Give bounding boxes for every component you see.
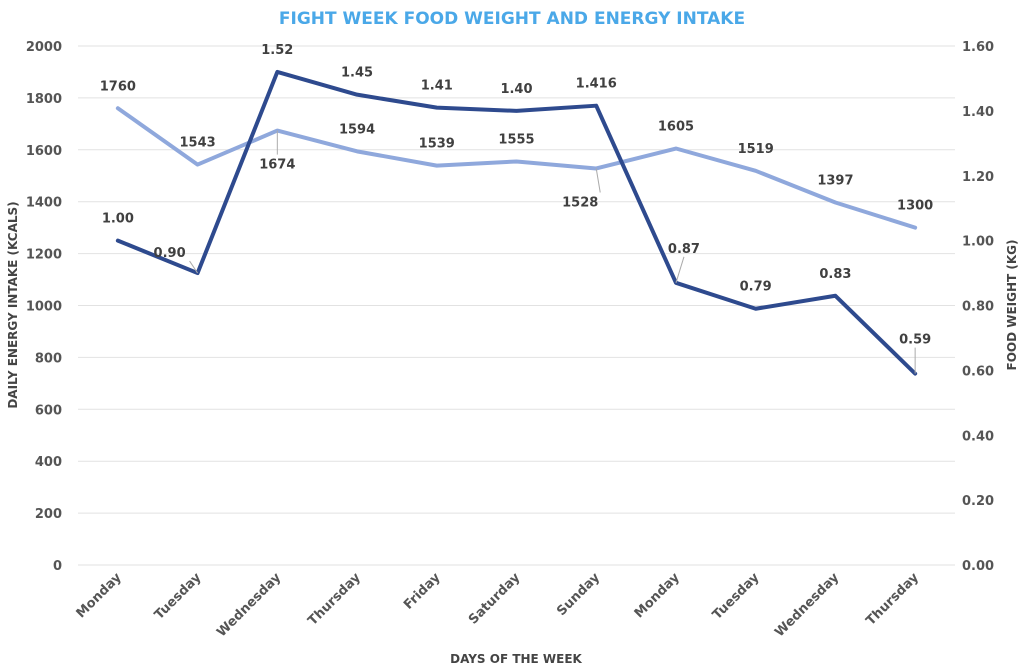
data-label: 1.45 bbox=[341, 66, 373, 81]
x-axis-ticks: Monday Tuesday Wednesday Thursday Friday Satu… bbox=[74, 570, 923, 640]
x-tick-label: Saturday bbox=[466, 570, 524, 628]
data-label: 0.79 bbox=[740, 280, 772, 295]
y2-tick-label: 0.20 bbox=[962, 494, 994, 509]
y2-tick-label: 1.60 bbox=[962, 40, 994, 55]
data-label: 1555 bbox=[498, 132, 534, 147]
y-tick-label: 400 bbox=[35, 455, 62, 470]
y-tick-label: 1600 bbox=[26, 144, 62, 159]
y-axis-ticks: 0 200 400 600 800 1000 1200 1400 1600 1800 2000 bbox=[26, 40, 62, 574]
label-leader-line bbox=[675, 256, 685, 283]
x-tick-label: Thursday bbox=[863, 570, 922, 629]
data-label: 1519 bbox=[738, 142, 774, 157]
x-tick-label: Thursday bbox=[305, 570, 364, 629]
y2-axis-ticks: 0.00 0.20 0.40 0.60 0.80 1.00 1.20 1.40 1.60 bbox=[962, 40, 994, 574]
y2-tick-label: 1.20 bbox=[962, 170, 994, 185]
x-tick-label: Tuesday bbox=[710, 570, 763, 623]
data-labels: 1760 1543 1674 1594 1539 1555 1528 1605 1519 1397… bbox=[100, 43, 933, 374]
data-label: 1.40 bbox=[500, 82, 532, 97]
data-label: 0.90 bbox=[154, 246, 186, 261]
data-label: 1397 bbox=[817, 173, 853, 188]
y-tick-label: 800 bbox=[35, 351, 62, 366]
y-tick-label: 1400 bbox=[26, 196, 62, 211]
data-label: 0.59 bbox=[899, 333, 931, 348]
x-axis-label: DAYS OF THE WEEK bbox=[450, 652, 582, 666]
data-label: 1.41 bbox=[421, 79, 453, 94]
y-tick-label: 0 bbox=[53, 559, 62, 574]
series-lines bbox=[115, 69, 918, 376]
y-tick-label: 200 bbox=[35, 507, 62, 522]
data-label: 0.83 bbox=[819, 267, 851, 282]
y-axis-label: DAILY ENERGY INTAKE (KCALS) bbox=[6, 201, 20, 408]
x-tick-label: Wednesday bbox=[214, 570, 284, 640]
y-tick-label: 1000 bbox=[26, 300, 62, 315]
chart-title: FIGHT WEEK FOOD WEIGHT AND ENERGY INTAKE bbox=[279, 9, 745, 29]
data-label: 1.416 bbox=[576, 77, 617, 92]
y-tick-label: 1800 bbox=[26, 92, 62, 107]
data-label: 1528 bbox=[562, 195, 598, 210]
x-tick-label: Monday bbox=[632, 570, 683, 621]
y-tick-label: 2000 bbox=[26, 40, 62, 55]
y2-tick-label: 1.40 bbox=[962, 105, 994, 120]
data-label: 1539 bbox=[419, 137, 455, 152]
x-tick-label: Tuesday bbox=[152, 570, 205, 623]
data-label: 1.00 bbox=[102, 212, 134, 227]
data-label: 1300 bbox=[897, 199, 933, 214]
y2-tick-label: 0.60 bbox=[962, 364, 994, 379]
y2-tick-label: 0.80 bbox=[962, 300, 994, 315]
data-label: 1605 bbox=[658, 120, 694, 135]
data-label: 0.87 bbox=[668, 242, 700, 257]
label-leader-line bbox=[595, 168, 601, 193]
y-tick-label: 1200 bbox=[26, 248, 62, 263]
y2-axis-label: FOOD WEIGHT (KG) bbox=[1005, 239, 1019, 370]
data-label: 1.52 bbox=[261, 43, 293, 58]
x-tick-label: Friday bbox=[401, 570, 444, 613]
y2-tick-label: 0.40 bbox=[962, 429, 994, 444]
data-label: 1674 bbox=[259, 158, 295, 173]
food-weight-line bbox=[115, 69, 918, 376]
label-leader-line bbox=[189, 260, 199, 274]
data-label: 1594 bbox=[339, 122, 375, 137]
x-tick-label: Monday bbox=[74, 570, 125, 621]
data-label: 1543 bbox=[179, 136, 215, 151]
y2-tick-label: 0.00 bbox=[962, 559, 994, 574]
y-tick-label: 600 bbox=[35, 403, 62, 418]
y2-tick-label: 1.00 bbox=[962, 235, 994, 250]
gridlines bbox=[78, 45, 955, 566]
x-tick-label: Wednesday bbox=[772, 570, 842, 640]
x-tick-label: Sunday bbox=[554, 570, 603, 619]
data-label: 1760 bbox=[100, 79, 136, 94]
